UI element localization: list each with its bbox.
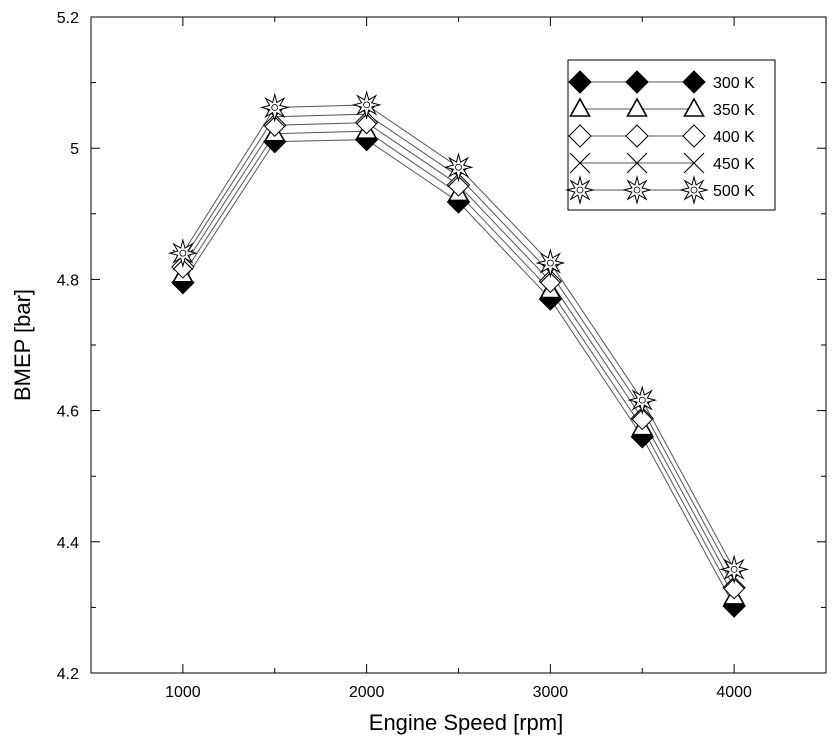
legend: 300 K 350 K 400 K 450 K 500 K: [565, 59, 776, 211]
legend-label: 300 K: [713, 75, 755, 92]
legend-label: 350 K: [713, 102, 755, 119]
marker-star: [443, 152, 474, 183]
marker-star: [259, 92, 290, 123]
marker-open-diamond: [722, 576, 746, 600]
marker-star: [351, 89, 382, 120]
marker-open-diamond: [263, 113, 287, 137]
series-markers: [167, 89, 750, 618]
tick-labels: 1000 2000 3000 4000 4.2 4.4 4.6 4.8 5 5.2: [57, 10, 752, 701]
marker-open-diamond: [446, 173, 471, 197]
marker-star: [167, 238, 198, 269]
y-tick-label: 4.2: [57, 666, 79, 683]
marker-star: [679, 175, 709, 205]
y-tick-label: 4.6: [57, 404, 79, 421]
x-tick-label: 1000: [165, 684, 201, 701]
axis-ticks: [90, 16, 827, 674]
legend-label: 500 K: [713, 183, 755, 200]
marker-star: [622, 175, 652, 205]
marker-star: [719, 554, 750, 585]
legend-entry: 400 K: [568, 124, 755, 148]
marker-open-diamond: [682, 124, 706, 148]
marker-filled-diamond: [568, 70, 592, 94]
legend-entry: 450 K: [569, 152, 755, 174]
marker-filled-diamond: [682, 70, 706, 94]
x-tick-label: 4000: [716, 684, 752, 701]
legend-entry: 350 K: [569, 97, 755, 119]
marker-open-diamond: [625, 124, 649, 148]
legend-box: [567, 59, 776, 211]
y-tick-label: 5: [70, 141, 79, 158]
marker-open-diamond: [630, 406, 654, 431]
legend-label: 450 K: [713, 156, 755, 173]
marker-x: [569, 152, 591, 174]
marker-open-diamond: [538, 269, 563, 294]
marker-star: [535, 248, 566, 278]
y-tick-label: 4.4: [57, 535, 79, 552]
y-axis-title: BMEP [bar]: [10, 289, 35, 401]
marker-open-diamond: [354, 110, 379, 135]
marker-x: [626, 152, 648, 174]
x-tick-label: 2000: [349, 684, 385, 701]
legend-entry: 300 K: [568, 70, 755, 94]
marker-open-triangle: [626, 97, 648, 117]
x-axis-title: Engine Speed [rpm]: [369, 710, 563, 735]
marker-open-triangle: [569, 97, 591, 117]
marker-x: [683, 152, 705, 174]
y-tick-label: 5.2: [57, 10, 79, 27]
marker-open-diamond: [568, 124, 592, 148]
marker-star: [565, 175, 595, 205]
marker-open-triangle: [683, 97, 705, 117]
marker-filled-diamond: [625, 70, 649, 94]
x-tick-label: 3000: [533, 684, 569, 701]
y-tick-label: 4.8: [57, 272, 79, 289]
marker-star: [627, 385, 658, 416]
legend-entry: 500 K: [565, 175, 755, 205]
legend-label: 400 K: [713, 129, 755, 146]
